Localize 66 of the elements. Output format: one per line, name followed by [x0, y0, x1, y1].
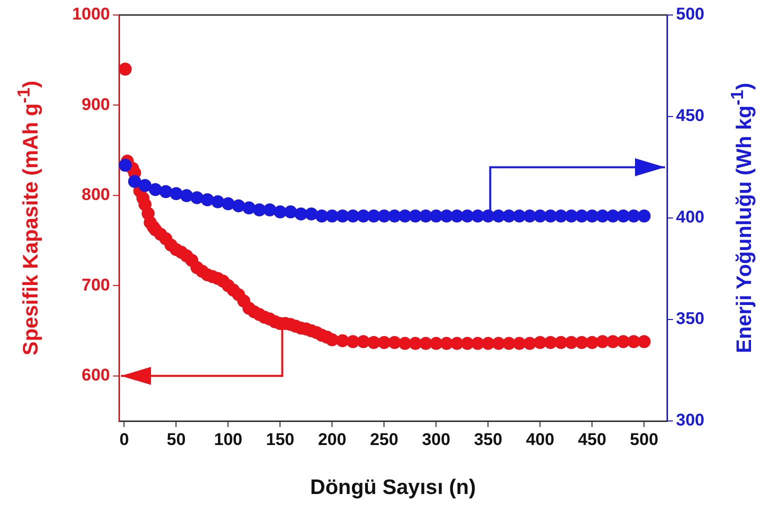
- x-tick-label: 450: [578, 430, 606, 449]
- point: [232, 199, 246, 212]
- point: [252, 203, 266, 216]
- x-tick-label: 0: [119, 430, 129, 449]
- y-tick-label: 1000: [72, 4, 110, 24]
- point: [128, 174, 142, 188]
- point: [408, 209, 422, 222]
- y-tick-label: 600: [82, 366, 110, 385]
- point: [138, 179, 152, 192]
- point: [430, 209, 443, 222]
- y-tick-label: 700: [82, 275, 110, 294]
- point: [440, 209, 454, 222]
- point: [304, 207, 318, 220]
- point: [263, 203, 276, 216]
- y-tick-label: 900: [82, 94, 110, 114]
- point: [222, 197, 235, 210]
- point: [180, 189, 194, 202]
- x-tick-label: 500: [630, 430, 658, 449]
- point: [512, 209, 526, 222]
- point: [554, 209, 568, 222]
- y-tick-label: 800: [82, 185, 110, 204]
- point: [242, 201, 256, 214]
- point: [534, 209, 547, 222]
- point: [398, 209, 412, 222]
- x-tick-label: 200: [318, 430, 346, 449]
- point: [211, 195, 224, 208]
- x-tick-label: 100: [214, 430, 242, 449]
- point: [170, 187, 183, 200]
- point: [159, 185, 172, 198]
- point: [638, 209, 651, 222]
- point: [356, 209, 370, 222]
- point: [119, 158, 132, 172]
- point: [284, 205, 298, 218]
- point: [346, 209, 360, 222]
- point: [502, 209, 516, 222]
- point: [627, 209, 640, 222]
- y2-tick-label: 400: [676, 208, 704, 227]
- x-tick-label: 350: [474, 430, 502, 449]
- point: [492, 209, 506, 222]
- point: [450, 209, 464, 222]
- point: [388, 209, 402, 222]
- y2-tick-label: 450: [676, 106, 704, 126]
- point: [294, 207, 308, 220]
- x-tick-label: 150: [266, 430, 294, 449]
- x-tick-label: 250: [370, 430, 398, 449]
- point: [326, 209, 339, 222]
- x-axis-title: Döngü Sayısı (n): [310, 476, 476, 500]
- point: [378, 209, 391, 222]
- point: [544, 209, 558, 222]
- point: [596, 209, 610, 222]
- point: [274, 205, 287, 218]
- point: [616, 209, 630, 222]
- point: [460, 209, 474, 222]
- y2-tick-label: 300: [676, 410, 704, 430]
- point: [606, 209, 620, 222]
- point: [336, 209, 350, 222]
- point: [200, 193, 214, 206]
- point: [586, 209, 599, 222]
- point: [148, 183, 162, 196]
- x-tick-label: 400: [526, 430, 554, 449]
- point: [190, 191, 204, 204]
- x-tick-label: 50: [166, 430, 186, 449]
- y2-tick-label: 350: [676, 309, 704, 328]
- y2-tick-label: 500: [676, 4, 704, 24]
- x-tick-label: 300: [422, 430, 450, 449]
- point: [564, 209, 578, 222]
